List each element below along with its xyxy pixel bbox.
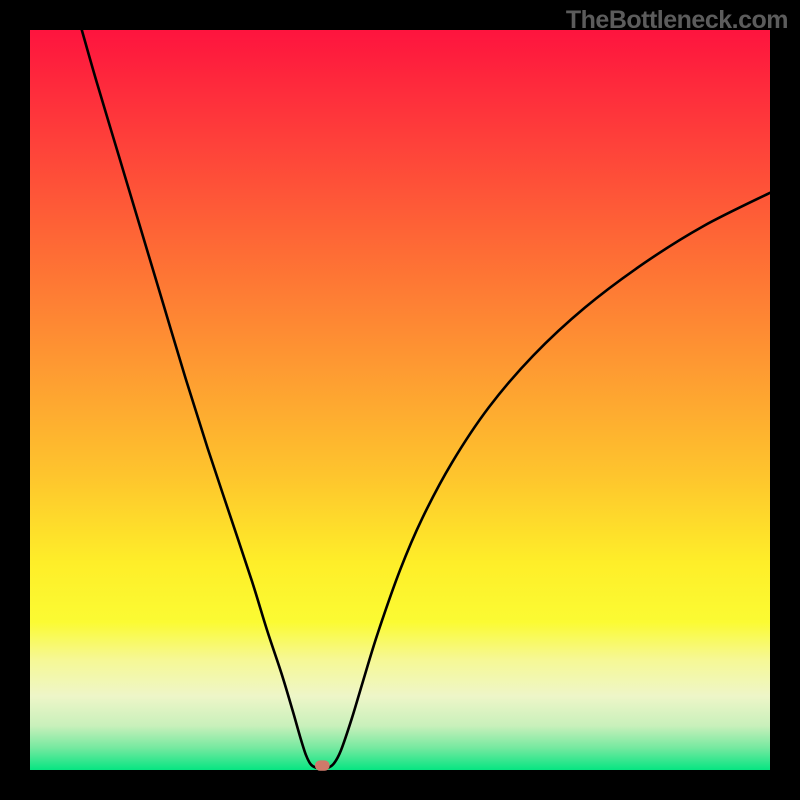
bottleneck-chart (0, 0, 800, 800)
min-marker (315, 760, 330, 770)
watermark-text: TheBottleneck.com (566, 6, 788, 35)
plot-area (30, 30, 770, 770)
chart-container: TheBottleneck.com (0, 0, 800, 800)
